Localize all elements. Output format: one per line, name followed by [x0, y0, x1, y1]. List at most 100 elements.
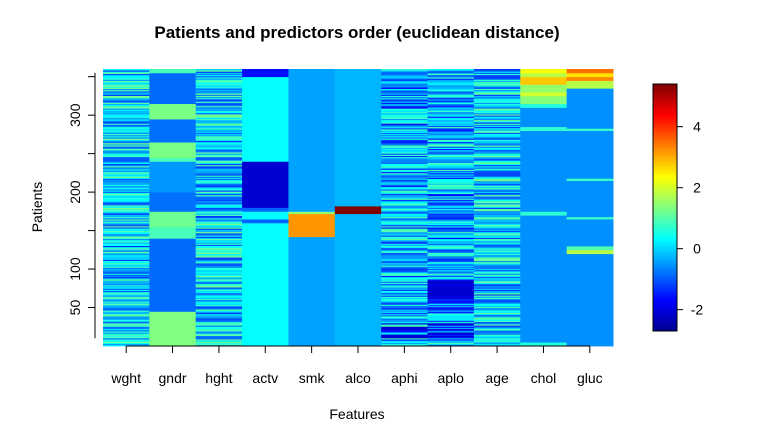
heatmap-cell [381, 159, 429, 161]
heatmap-cell [195, 160, 243, 162]
heatmap-cell [473, 224, 521, 227]
heatmap-cell [288, 236, 336, 347]
heatmap-cell [103, 273, 150, 275]
colorbar-segment [653, 102, 677, 106]
heatmap-cell [195, 104, 243, 107]
heatmap-cell [427, 129, 475, 131]
heatmap-cell [381, 114, 429, 116]
heatmap-cell [195, 246, 243, 249]
x-tick-label: wght [110, 370, 141, 386]
heatmap-cell [427, 297, 475, 300]
heatmap-cell [427, 88, 475, 91]
heatmap-cell [427, 257, 475, 259]
heatmap-cell [427, 142, 475, 145]
heatmap-cell [103, 202, 150, 205]
heatmap-cell [473, 276, 521, 279]
heatmap-cell [427, 296, 475, 298]
heatmap-cell [427, 114, 475, 116]
heatmap-cell [195, 153, 243, 155]
heatmap-cell [473, 270, 521, 273]
heatmap-cell [473, 250, 521, 252]
heatmap-cell [195, 284, 243, 287]
heatmap-cell [195, 331, 243, 333]
colorbar-segment [653, 223, 677, 227]
colorbar-segment [653, 186, 677, 190]
heatmap-cell [103, 111, 150, 114]
heatmap-cell [195, 291, 243, 294]
heatmap-cell [103, 168, 150, 170]
heatmap-cell [427, 320, 475, 323]
heatmap-cell [103, 195, 150, 198]
heatmap-cell [195, 252, 243, 255]
heatmap-cell [381, 253, 429, 256]
x-tick-label: actv [252, 370, 278, 386]
heatmap-cell [195, 186, 243, 189]
heatmap-cell [195, 251, 243, 253]
heatmap-cell [195, 207, 243, 210]
heatmap-cell [427, 269, 475, 272]
colorbar-segment [653, 94, 677, 97]
heatmap-cell [103, 253, 150, 256]
heatmap-cell [427, 112, 475, 115]
colorbar-segment [653, 172, 677, 176]
heatmap-cell [242, 222, 289, 347]
heatmap-cell [195, 333, 243, 335]
heatmap-cell [473, 118, 521, 121]
colorbar-segment [653, 174, 677, 178]
heatmap-cell [195, 145, 243, 147]
colorbar-segment [653, 104, 677, 108]
heatmap-cell [195, 138, 243, 140]
heatmap-cell [473, 148, 521, 151]
colorbar-segment [653, 110, 677, 114]
heatmap-cell [195, 302, 243, 304]
heatmap-cell [103, 103, 150, 106]
heatmap-cell [195, 304, 243, 306]
heatmap-cell [381, 302, 429, 304]
heatmap-cell [381, 235, 429, 237]
heatmap-cell [195, 182, 243, 184]
heatmap-cell [381, 197, 429, 199]
heatmap-cell [103, 125, 150, 128]
heatmap-cell [473, 315, 521, 318]
heatmap-cell [195, 310, 243, 312]
heatmap-cell [381, 101, 429, 103]
heatmap-cell [195, 134, 243, 137]
heatmap-cell [427, 304, 475, 306]
heatmap-cell [103, 336, 150, 339]
colorbar-segment [653, 182, 677, 186]
heatmap-cell [427, 109, 475, 111]
heatmap-cell [103, 334, 150, 337]
heatmap-cell [473, 312, 521, 315]
heatmap-cell [381, 209, 429, 212]
heatmap-cell [520, 107, 568, 128]
heatmap-cell [566, 76, 614, 81]
heatmap-cell [195, 127, 243, 130]
heatmap-cell [103, 250, 150, 252]
heatmap-cell [427, 317, 475, 319]
heatmap-cell [103, 184, 150, 186]
heatmap-cell [427, 101, 475, 103]
colorbar-segment [653, 153, 677, 157]
heatmap-cell [427, 130, 475, 132]
heatmap-cell [566, 69, 614, 74]
colorbar-segment [653, 133, 677, 136]
heatmap-cell [473, 176, 521, 178]
heatmap-cell [473, 171, 521, 174]
heatmap-cell [381, 184, 429, 186]
colorbar-segment [653, 230, 677, 233]
colorbar-segment [653, 90, 677, 93]
heatmap-cell [103, 296, 150, 298]
heatmap-cell [381, 193, 429, 196]
heatmap-cell [381, 287, 429, 289]
heatmap-cell [103, 159, 150, 161]
heatmap-cell [381, 93, 429, 95]
heatmap-cell [195, 194, 243, 197]
heatmap-cell [381, 200, 429, 203]
heatmap-cell [427, 324, 475, 326]
colorbar-segment [653, 312, 677, 316]
heatmap-cell [381, 192, 429, 195]
colorbar-segment [653, 300, 677, 303]
heatmap-cell [103, 197, 150, 199]
heatmap-cell [195, 103, 243, 106]
heatmap-cell [103, 305, 150, 308]
